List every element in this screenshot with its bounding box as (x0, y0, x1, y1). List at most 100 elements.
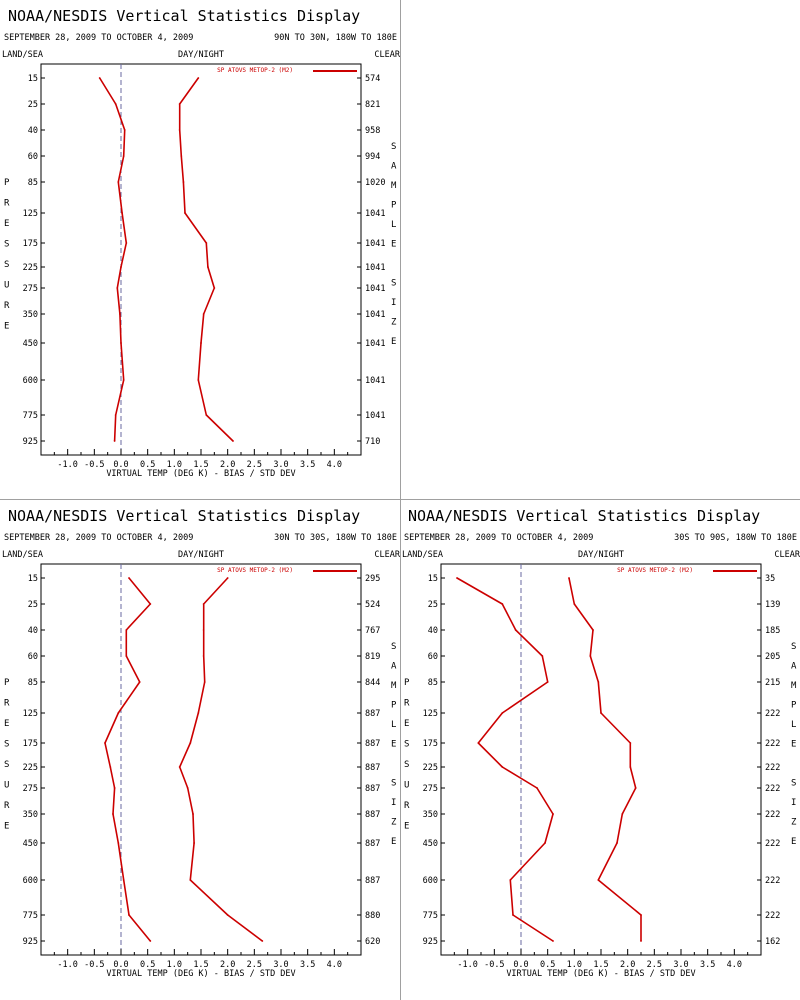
series-point-bias (456, 577, 458, 579)
x-tick-label: 3.5 (300, 460, 315, 470)
sample-size-label: 1041 (365, 263, 385, 273)
pressure-tick-label: 85 (428, 678, 438, 688)
series-point-std-dev (592, 629, 594, 631)
sample-size-label: 222 (765, 784, 780, 794)
series-point-bias (120, 266, 122, 268)
sample-axis-letter: E (391, 837, 396, 847)
pressure-axis-letter: E (4, 322, 9, 332)
series-point-std-dev (186, 787, 189, 789)
pressure-tick-label: 175 (23, 739, 38, 749)
plot-frame (440, 563, 762, 956)
sample-axis-letter: E (791, 837, 796, 847)
sample-size-label: 958 (365, 126, 380, 136)
series-point-std-dev (640, 940, 642, 942)
sample-size-label: 222 (765, 763, 780, 773)
pressure-tick-label: 60 (428, 652, 438, 662)
sample-size-label: 222 (765, 739, 780, 749)
pressure-tick-label: 125 (423, 709, 438, 719)
x-tick-label: -0.5 (84, 960, 104, 970)
series-point-bias (149, 603, 152, 605)
vertical-divider (400, 0, 401, 1000)
sample-axis-letter: Z (791, 818, 797, 828)
x-tick-label: 2.0 (220, 460, 235, 470)
series-point-std-dev (178, 766, 181, 768)
series-point-bias (117, 181, 120, 183)
series-point-bias (514, 629, 517, 631)
series-point-bias (113, 787, 116, 789)
series-point-bias (116, 287, 119, 289)
sample-size-label: 1041 (365, 411, 385, 421)
x-tick-label: 4.0 (727, 960, 742, 970)
pressure-axis-letter: S (404, 740, 409, 750)
pressure-tick-label: 925 (23, 437, 38, 447)
sample-size-label: 1041 (365, 239, 385, 249)
sample-size-label: 574 (365, 74, 380, 84)
x-tick-label: 2.0 (620, 960, 635, 970)
series-point-std-dev (189, 879, 192, 881)
sample-axis-letter: E (791, 740, 796, 750)
x-axis-label: VIRTUAL TEMP (DEG K) - BIAS / STD DEV (506, 969, 695, 979)
x-tick-label: 3.0 (273, 960, 288, 970)
pressure-tick-label: 125 (23, 709, 38, 719)
sample-axis-letter: Z (391, 818, 397, 828)
sample-size-label: 1041 (365, 209, 385, 219)
chart-subtitle-region: 30N TO 30S, 180W TO 180E (274, 533, 397, 543)
sample-axis-letter: M (391, 181, 397, 191)
x-tick-label: 3.0 (273, 460, 288, 470)
sample-size-label: 710 (365, 437, 380, 447)
chart-title: NOAA/NESDIS Vertical Statistics Display (8, 7, 360, 25)
pressure-tick-label: 775 (423, 911, 438, 921)
series-point-std-dev (197, 379, 200, 381)
sample-axis-letter: I (391, 798, 396, 808)
sample-size-label: 994 (365, 152, 380, 162)
series-point-std-dev (597, 681, 600, 683)
clear-label: CLEAR (374, 50, 400, 60)
pressure-tick-label: 225 (423, 763, 438, 773)
x-axis-label: VIRTUAL TEMP (DEG K) - BIAS / STD DEV (106, 969, 295, 979)
sample-size-label: 205 (765, 652, 780, 662)
clear-label: CLEAR (774, 550, 800, 560)
sample-axis-letter: L (791, 720, 796, 730)
pressure-axis-letter: E (4, 719, 9, 729)
series-point-std-dev (232, 440, 234, 442)
series-point-bias (121, 212, 123, 214)
series-point-std-dev (189, 742, 192, 744)
series-point-bias (112, 813, 114, 815)
pressure-tick-label: 85 (28, 678, 38, 688)
sample-size-label: 880 (365, 911, 380, 921)
day-night-label: DAY/NIGHT (178, 50, 224, 60)
series-point-std-dev (573, 603, 576, 605)
series-point-bias (109, 766, 112, 768)
pressure-tick-label: 450 (23, 839, 38, 849)
series-point-std-dev (640, 914, 642, 916)
series-point-bias (122, 155, 125, 157)
series-point-std-dev (202, 655, 205, 657)
series-point-bias (149, 940, 152, 942)
x-tick-label: -1.0 (457, 960, 477, 970)
series-point-std-dev (178, 129, 181, 131)
series-point-bias (98, 77, 101, 79)
sample-size-label: 819 (365, 652, 380, 662)
series-point-std-dev (621, 813, 624, 815)
x-tick-label: 2.0 (220, 960, 235, 970)
series-point-bias (546, 681, 549, 683)
land-sea-label: LAND/SEA (402, 550, 443, 560)
sample-size-label: 35 (765, 574, 775, 584)
series-point-bias (501, 766, 504, 768)
chart-subtitle-region: 90N TO 30N, 180W TO 180E (274, 33, 397, 43)
pressure-axis-letter: E (404, 719, 409, 729)
pressure-tick-label: 25 (28, 600, 38, 610)
series-point-bias (113, 440, 116, 442)
sample-size-label: 887 (365, 763, 380, 773)
day-night-label: DAY/NIGHT (178, 550, 224, 560)
series-point-std-dev (207, 266, 209, 268)
pressure-tick-label: 925 (23, 937, 38, 947)
x-tick-label: -1.0 (57, 460, 77, 470)
horizontal-divider (0, 499, 800, 500)
x-tick-label: 0.5 (140, 960, 155, 970)
series-point-bias (128, 577, 130, 579)
x-tick-label: 2.5 (247, 960, 262, 970)
sample-size-label: 162 (765, 937, 780, 947)
x-tick-label: -0.5 (84, 460, 104, 470)
